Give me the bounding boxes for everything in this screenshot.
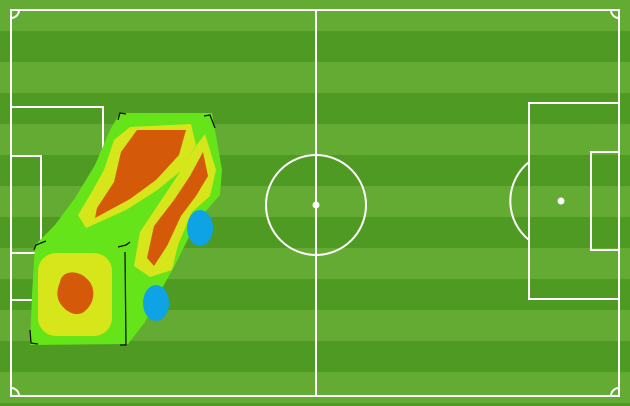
heatmap-zone-cold [187, 210, 213, 246]
heatmap-zone-high [57, 272, 94, 315]
corner-arc-bottom-left [10, 387, 20, 397]
heatmap-zone-high [147, 152, 208, 266]
heatmap-outline-marks [29, 112, 216, 346]
outline-corner-mark [29, 329, 39, 345]
corner-arc-top-left [10, 9, 20, 19]
player-heatmap [30, 113, 222, 345]
right-penalty-spot [557, 197, 565, 205]
right-penalty-arc [509, 161, 530, 241]
corner-arc-top-right [610, 9, 620, 19]
center-spot [312, 201, 320, 209]
pitch-spots [312, 197, 565, 209]
heatmap-zone-high [95, 130, 186, 218]
outline-corner-mark [117, 241, 131, 248]
left-goal-area [10, 155, 42, 254]
outline-corner-mark [33, 240, 47, 251]
right-goal-area [590, 151, 620, 251]
outline-edge-mark [120, 251, 127, 346]
outline-corner-mark [203, 114, 216, 129]
corner-arc-bottom-right [610, 387, 620, 397]
outline-corner-mark [117, 112, 127, 121]
center-circle [265, 154, 367, 256]
heatmap-zone-cold [143, 285, 169, 321]
pitch-stripe [0, 403, 630, 406]
